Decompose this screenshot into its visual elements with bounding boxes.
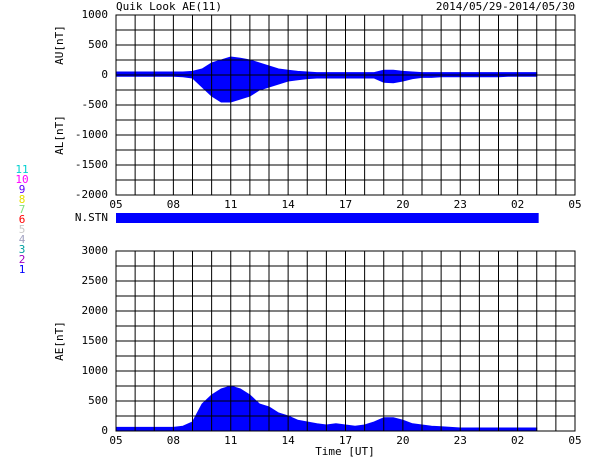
plot-frame xyxy=(115,250,576,432)
x-tick-label: 20 xyxy=(396,434,409,447)
y-tick-label: 1000 xyxy=(82,364,109,377)
y-tick-label: -1500 xyxy=(75,158,108,171)
y-tick-label: 0 xyxy=(101,68,108,81)
x-tick-label: 08 xyxy=(167,198,180,211)
area xyxy=(115,56,538,76)
x-tick-label: 14 xyxy=(282,198,296,211)
x-axis-label: Time [UT] xyxy=(315,445,375,458)
y-tick-label: 3000 xyxy=(82,244,109,257)
x-tick-label: 14 xyxy=(282,434,296,447)
x-tick-label: 02 xyxy=(511,434,524,447)
y-axis-label: AE[nT] xyxy=(53,321,66,361)
station-label: 2 xyxy=(19,253,26,266)
station-label: 5 xyxy=(19,223,26,236)
y-tick-label: 0 xyxy=(101,424,108,437)
x-tick-label: 11 xyxy=(224,198,237,211)
station-label: 6 xyxy=(19,213,26,226)
nstn-label: N.STN xyxy=(75,211,108,224)
x-tick-label: 23 xyxy=(454,198,467,211)
station-label: 3 xyxy=(19,243,26,256)
plot-frame xyxy=(115,14,576,196)
x-tick-label: 05 xyxy=(109,198,122,211)
x-tick-label: 20 xyxy=(396,198,409,211)
x-tick-label: 02 xyxy=(511,198,524,211)
y-tick-label: -2000 xyxy=(75,188,108,201)
x-tick-label: 11 xyxy=(224,434,237,447)
station-label: 8 xyxy=(19,193,26,206)
y-tick-label: 2000 xyxy=(82,304,109,317)
y-axis-label: AU[nT] xyxy=(53,25,66,65)
y-axis-label: AL[nT] xyxy=(53,115,66,155)
station-label: 11 xyxy=(15,163,28,176)
y-tick-label: 2500 xyxy=(82,274,109,287)
y-tick-label: -1000 xyxy=(75,128,108,141)
y-tick-label: 1500 xyxy=(82,334,109,347)
y-tick-label: 500 xyxy=(88,394,108,407)
x-tick-label: 05 xyxy=(568,198,581,211)
area xyxy=(115,74,538,103)
x-tick-label: 17 xyxy=(339,434,352,447)
chart-title: Quik Look AE(11) xyxy=(116,0,222,13)
y-tick-label: 1000 xyxy=(82,8,109,21)
station-label: 9 xyxy=(19,183,26,196)
x-tick-label: 17 xyxy=(339,198,352,211)
station-label: 7 xyxy=(19,203,26,216)
x-tick-label: 23 xyxy=(454,434,467,447)
y-tick-label: -500 xyxy=(82,98,109,111)
x-tick-label: 08 xyxy=(167,434,180,447)
nstn-bar xyxy=(116,213,539,223)
y-tick-label: 500 xyxy=(88,38,108,51)
station-label: 1 xyxy=(19,263,26,276)
station-label: 10 xyxy=(15,173,28,186)
station-label: 4 xyxy=(19,233,26,246)
area xyxy=(115,385,538,432)
x-tick-label: 05 xyxy=(568,434,581,447)
chart-subtitle: 2014/05/29-2014/05/30 xyxy=(436,0,575,13)
x-tick-label: 05 xyxy=(109,434,122,447)
